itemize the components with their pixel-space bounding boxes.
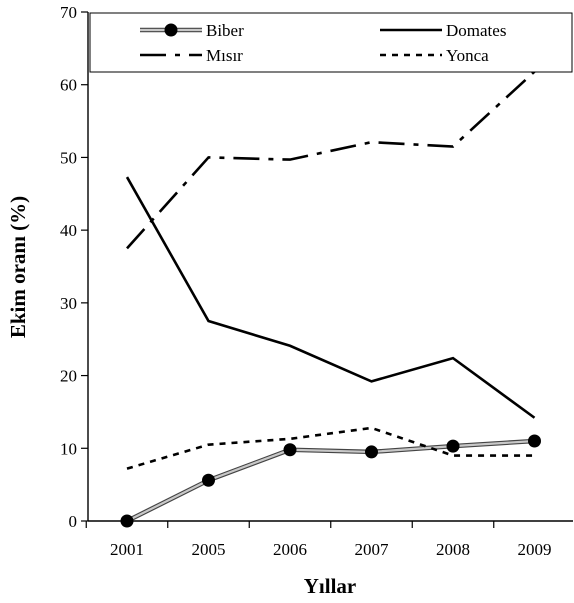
y-axis-ticks: 0 10 20 30 40 50 60 70 (60, 3, 88, 531)
data-point-biber (120, 514, 134, 528)
legend-item-domates: Domates (380, 21, 506, 40)
legend: Biber Domates Mısır Yonca (89, 12, 573, 73)
data-point-biber (365, 445, 378, 459)
legend-items: Biber Domates Mısır Yonca (140, 21, 506, 65)
series-line-misir (126, 70, 536, 250)
data-point-biber (202, 473, 215, 487)
series-biber (120, 434, 541, 528)
series-misir (126, 70, 536, 250)
x-tick-label: 2001 (110, 540, 144, 559)
x-tick-label: 2008 (436, 540, 470, 559)
series-line-domates (125, 176, 536, 419)
series-layer (120, 70, 541, 528)
x-axis-ticks: 2001 2005 2006 2007 2008 2009 (85, 521, 552, 559)
y-tick-label: 50 (60, 148, 77, 167)
series-line-yonca (126, 426, 535, 470)
x-tick-label: 2009 (518, 540, 552, 559)
y-axis-title: Ekim oranı (%) (6, 196, 30, 338)
legend-box (89, 12, 573, 73)
x-tick-label: 2005 (192, 540, 226, 559)
series-line-biber (126, 439, 535, 522)
y-tick-label: 0 (69, 512, 78, 531)
legend-item-misir: Mısır (140, 46, 243, 65)
data-point-biber (446, 439, 460, 453)
y-tick-label: 30 (60, 294, 77, 313)
legend-label-yonca: Yonca (446, 46, 489, 65)
y-tick-label: 10 (60, 439, 77, 458)
legend-label-biber: Biber (206, 21, 244, 40)
data-point-biber (528, 434, 541, 448)
y-tick-label: 40 (60, 221, 77, 240)
y-tick-label: 60 (60, 76, 77, 95)
legend-item-yonca: Yonca (380, 46, 489, 65)
series-yonca (126, 426, 535, 470)
series-line-biber-outline (125, 438, 535, 524)
y-tick-label: 70 (60, 3, 77, 22)
x-tick-label: 2006 (273, 540, 307, 559)
x-tick-label: 2007 (355, 540, 390, 559)
y-tick-label: 20 (60, 367, 77, 386)
legend-label-domates: Domates (446, 21, 506, 40)
legend-marker-biber (164, 23, 178, 37)
legend-item-biber: Biber (140, 21, 244, 40)
series-domates (125, 176, 536, 419)
data-point-biber (283, 443, 297, 457)
legend-label-misir: Mısır (206, 46, 243, 65)
x-axis-title: Yıllar (304, 574, 357, 598)
